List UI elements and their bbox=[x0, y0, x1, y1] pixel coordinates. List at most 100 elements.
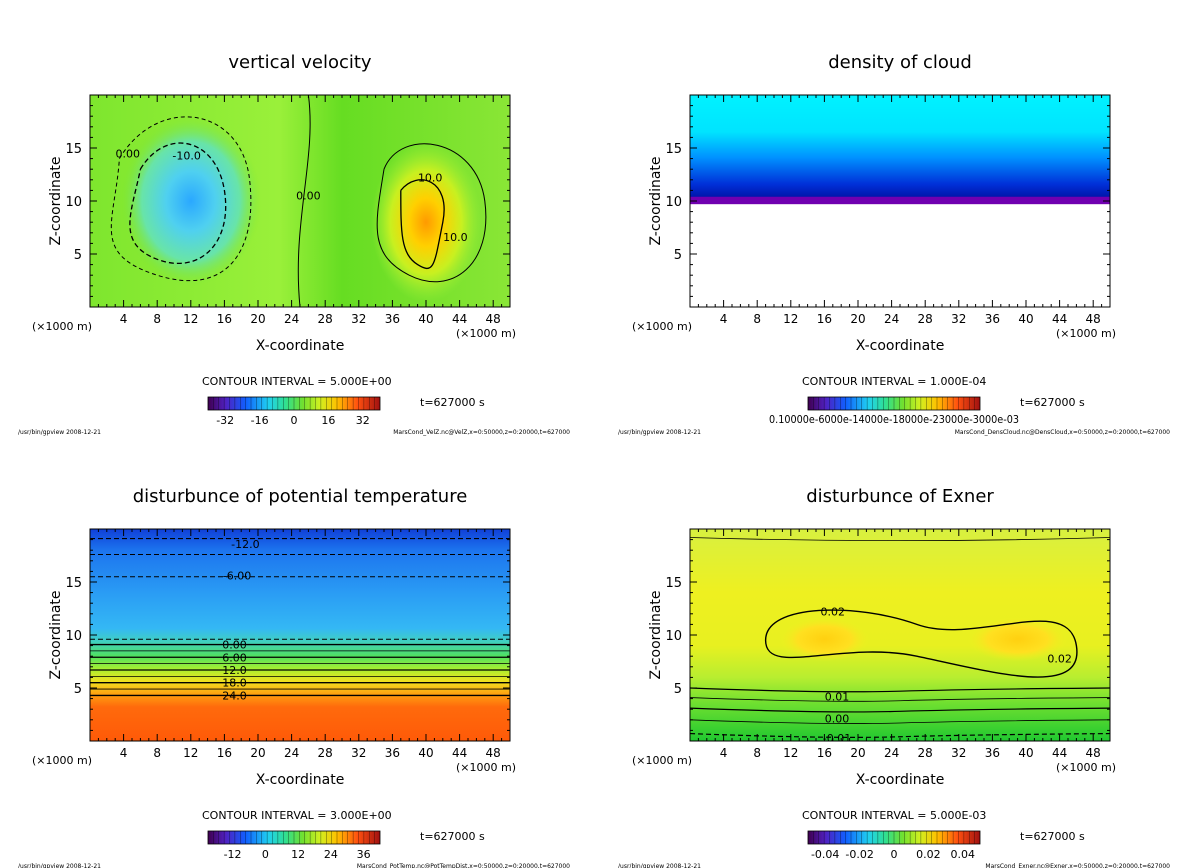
chart-title: disturbunce of potential temperature bbox=[133, 486, 468, 507]
contour-line bbox=[764, 609, 1078, 678]
contour-line bbox=[690, 719, 1110, 724]
contour-label: 0.00 bbox=[825, 713, 850, 726]
x-tick-label: 48 bbox=[486, 746, 501, 760]
contour-label: 6.00 bbox=[222, 651, 247, 664]
footer-right: MarsCond_DensCloud.nc@DensCloud,x=0:5000… bbox=[955, 429, 1170, 436]
x-tick-label: 12 bbox=[183, 746, 198, 760]
contour-label: 0.00 bbox=[222, 639, 247, 652]
contour-line bbox=[400, 179, 445, 270]
x-tick-label: 28 bbox=[318, 746, 333, 760]
colorbar-tick-label: 0.04 bbox=[951, 848, 976, 861]
cloud-base bbox=[690, 196, 1110, 205]
high-region bbox=[779, 617, 870, 662]
y-tick-label: 10 bbox=[65, 195, 82, 210]
contour-line bbox=[690, 707, 1110, 713]
x-tick-label: 48 bbox=[1086, 312, 1101, 326]
y-tick-label: 10 bbox=[65, 629, 82, 644]
x-tick-label: 44 bbox=[1052, 746, 1067, 760]
colorbar-tick-label: -16 bbox=[251, 414, 269, 427]
colorbar-tick-label: 12 bbox=[291, 848, 305, 861]
x-axis-label: X-coordinate bbox=[256, 772, 345, 788]
contour-label: 12.0 bbox=[222, 664, 247, 677]
x-tick-label: 4 bbox=[720, 746, 728, 760]
contour-label: 0.02 bbox=[821, 606, 846, 619]
contour-label: 0.02 bbox=[1047, 652, 1072, 665]
contour-interval: CONTOUR INTERVAL = 3.000E+00 bbox=[202, 809, 392, 822]
x-tick-label: 24 bbox=[884, 746, 899, 760]
y-tick-label: 15 bbox=[65, 142, 82, 157]
colorbar-tick-label: 16 bbox=[321, 414, 335, 427]
y-tick-label: 5 bbox=[74, 682, 82, 697]
x-unit-left: (×1000 m) bbox=[632, 754, 692, 767]
y-tick-label: 10 bbox=[665, 629, 682, 644]
x-tick-label: 32 bbox=[951, 746, 966, 760]
x-unit-left: (×1000 m) bbox=[632, 320, 692, 333]
x-tick-label: 28 bbox=[318, 312, 333, 326]
x-tick-label: 16 bbox=[817, 312, 832, 326]
x-tick-label: 36 bbox=[385, 746, 400, 760]
plot-area: 0.00 -10.0 0.00 10.0 10.0 bbox=[90, 95, 510, 307]
x-tick-label: 20 bbox=[850, 746, 865, 760]
contour-label: 0.01 bbox=[825, 690, 850, 703]
contour-interval: CONTOUR INTERVAL = 1.000E-04 bbox=[802, 375, 986, 388]
y-axis-label: Z-coordinate bbox=[648, 156, 664, 245]
footer-right: MarsCond_PotTemp.nc@PotTempDist,x=0:5000… bbox=[357, 863, 570, 868]
colorbar-tick-label: 0 bbox=[291, 414, 298, 427]
x-tick-label: 44 bbox=[452, 312, 467, 326]
footer-left: /usr/bin/gpview 2008-12-21 bbox=[18, 863, 101, 868]
x-tick-label: 40 bbox=[418, 312, 433, 326]
x-tick-label: 8 bbox=[753, 312, 761, 326]
colorbar-tick-label: -0.02 bbox=[845, 848, 873, 861]
contour-label: 18.0 bbox=[222, 677, 247, 690]
contour-line bbox=[690, 687, 1110, 693]
colorbar-tick-label: 0.10000e-6000e-14000e-18000e-23000e-3000… bbox=[769, 413, 1019, 426]
footer-right: MarsCond_Exner.nc@Exner,x=0:50000,z=0:20… bbox=[985, 863, 1170, 868]
x-tick-label: 32 bbox=[951, 312, 966, 326]
x-tick-label: 36 bbox=[985, 312, 1000, 326]
x-tick-label: 12 bbox=[783, 746, 798, 760]
contour-label: -0.01 bbox=[823, 732, 851, 745]
plot-area: 0.02 0.02 0.01 0.00 -0.01 bbox=[690, 529, 1110, 745]
x-tick-label: 16 bbox=[817, 746, 832, 760]
y-tick-label: 5 bbox=[674, 248, 682, 263]
x-tick-label: 20 bbox=[250, 746, 265, 760]
y-tick-label: 15 bbox=[665, 142, 682, 157]
y-axis-label: Z-coordinate bbox=[648, 590, 664, 679]
x-tick-label: 24 bbox=[284, 312, 299, 326]
downdraft-region bbox=[120, 116, 261, 286]
x-tick-label: 16 bbox=[217, 312, 232, 326]
contour-label: 0.00 bbox=[116, 147, 141, 160]
contour-line bbox=[297, 95, 311, 307]
updraft-region bbox=[371, 142, 481, 303]
contour-label: -10.0 bbox=[172, 149, 200, 162]
time-label: t=627000 s bbox=[1020, 830, 1085, 843]
x-tick-label: 36 bbox=[385, 312, 400, 326]
x-tick-label: 36 bbox=[985, 746, 1000, 760]
x-tick-label: 44 bbox=[452, 746, 467, 760]
footer-left: /usr/bin/gpview 2008-12-21 bbox=[618, 863, 701, 868]
y-tick-label: 10 bbox=[665, 195, 682, 210]
x-tick-label: 40 bbox=[1018, 312, 1033, 326]
time-label: t=627000 s bbox=[420, 830, 485, 843]
contour-interval: CONTOUR INTERVAL = 5.000E+00 bbox=[202, 375, 392, 388]
x-tick-label: 48 bbox=[486, 312, 501, 326]
contour-line bbox=[690, 537, 1110, 542]
contour-label: 10.0 bbox=[443, 231, 468, 244]
x-tick-label: 8 bbox=[153, 746, 161, 760]
time-label: t=627000 s bbox=[420, 396, 485, 409]
contour-interval: CONTOUR INTERVAL = 5.000E-03 bbox=[802, 809, 986, 822]
x-tick-label: 24 bbox=[284, 746, 299, 760]
x-tick-label: 28 bbox=[918, 746, 933, 760]
footer-right: MarsCond_VelZ.nc@VelZ,x=0:50000,z=0:2000… bbox=[393, 429, 570, 436]
x-axis-label: X-coordinate bbox=[856, 338, 945, 354]
x-tick-label: 40 bbox=[418, 746, 433, 760]
contour-label: 24.0 bbox=[222, 689, 247, 702]
cloud-layer bbox=[690, 95, 1110, 200]
x-unit-right: (×1000 m) bbox=[1056, 327, 1116, 340]
x-tick-label: 48 bbox=[1086, 746, 1101, 760]
colorbar-tick-label: -12 bbox=[224, 848, 242, 861]
colorbar-tick-label: -32 bbox=[216, 414, 234, 427]
